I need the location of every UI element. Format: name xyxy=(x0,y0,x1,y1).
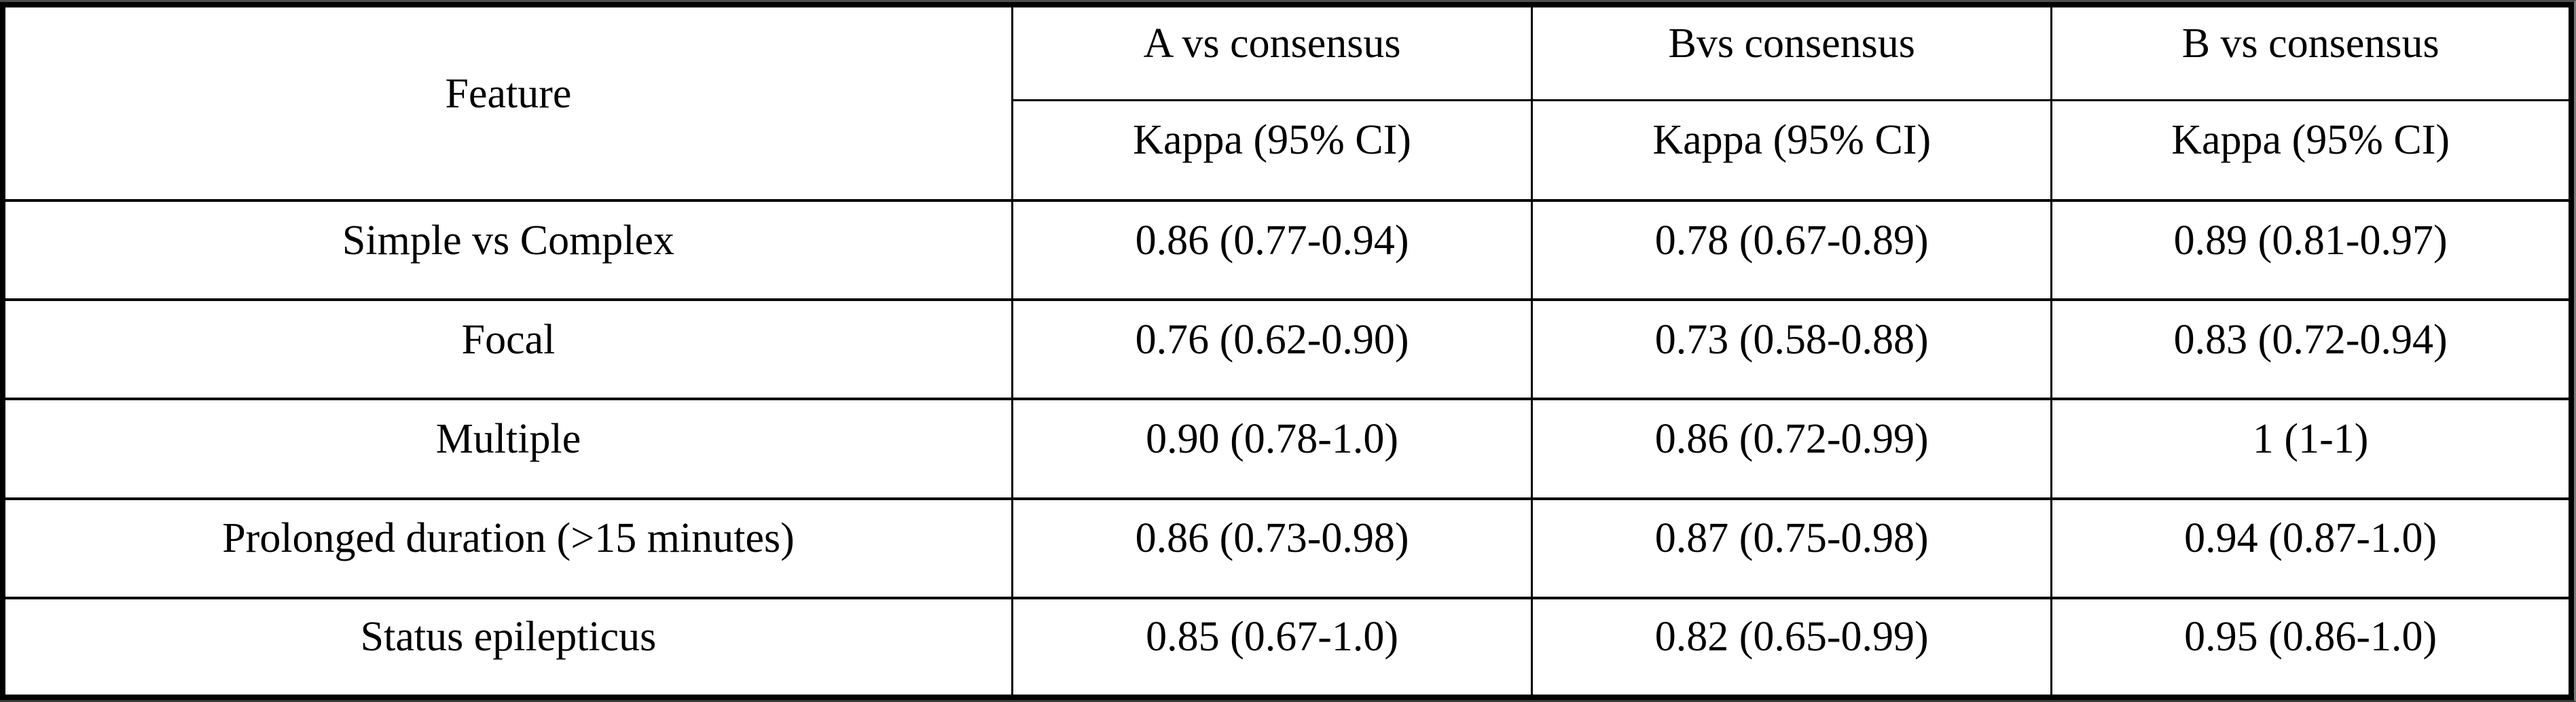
kappa-value-cell: 0.86 (0.73-0.98) xyxy=(1011,497,1534,599)
feature-cell: Prolonged duration (>15 minutes) xyxy=(1,497,1013,599)
kappa-value-cell: 0.95 (0.86-1.0) xyxy=(2050,596,2573,699)
table-row-simple-vs-complex: Simple vs Complex 0.86 (0.77-0.94) 0.78 … xyxy=(1,198,2573,302)
kappa-value-cell: 0.87 (0.75-0.98) xyxy=(1531,497,2053,599)
kappa-value-cell: 0.73 (0.58-0.88) xyxy=(1531,298,2053,401)
kappa-ci-header-b2: Kappa (95% CI) xyxy=(2050,99,2573,202)
kappa-value-cell: 1 (1-1) xyxy=(2050,398,2573,500)
header-row-groups: Feature A vs consensus Bvs consensus B v… xyxy=(1,3,2573,202)
kappa-value-cell: 0.86 (0.77-0.94) xyxy=(1011,198,1534,302)
feature-cell: Status epilepticus xyxy=(1,596,1013,699)
group-header-bvs-consensus: Bvs consensus xyxy=(1531,3,2053,101)
table-row-status-epilepticus: Status epilepticus 0.85 (0.67-1.0) 0.82 … xyxy=(1,596,2573,699)
table-row-prolonged-duration: Prolonged duration (>15 minutes) 0.86 (0… xyxy=(1,497,2573,599)
kappa-ci-header-b1: Kappa (95% CI) xyxy=(1531,99,2053,202)
table-row-focal: Focal 0.76 (0.62-0.90) 0.73 (0.58-0.88) … xyxy=(1,298,2573,401)
header-row-kappa: Kappa (95% CI) Kappa (95% CI) Kappa (95%… xyxy=(3,99,2573,202)
kappa-value-cell: 0.83 (0.72-0.94) xyxy=(2050,298,2573,401)
kappa-value-cell: 0.94 (0.87-1.0) xyxy=(2050,497,2573,599)
feature-cell: Focal xyxy=(1,298,1013,401)
feature-cell: Simple vs Complex xyxy=(1,198,1013,302)
kappa-value-cell: 0.76 (0.62-0.90) xyxy=(1011,298,1534,401)
group-header-a-vs-consensus: A vs consensus xyxy=(1011,3,1534,101)
kappa-ci-header-a: Kappa (95% CI) xyxy=(1011,99,1534,202)
kappa-value-cell: 0.86 (0.72-0.99) xyxy=(1531,398,2053,500)
feature-header-cell: Feature xyxy=(1,3,1013,202)
kappa-value-cell: 0.82 (0.65-0.99) xyxy=(1531,596,2053,699)
kappa-value-cell: 0.89 (0.81-0.97) xyxy=(2050,198,2573,302)
kappa-value-cell: 0.90 (0.78-1.0) xyxy=(1011,398,1534,500)
table-row-multiple: Multiple 0.90 (0.78-1.0) 0.86 (0.72-0.99… xyxy=(1,398,2573,500)
kappa-value-cell: 0.78 (0.67-0.89) xyxy=(1531,198,2053,302)
kappa-value-cell: 0.85 (0.67-1.0) xyxy=(1011,596,1534,699)
group-header-b-vs-consensus: B vs consensus xyxy=(2050,3,2573,101)
feature-cell: Multiple xyxy=(1,398,1013,500)
